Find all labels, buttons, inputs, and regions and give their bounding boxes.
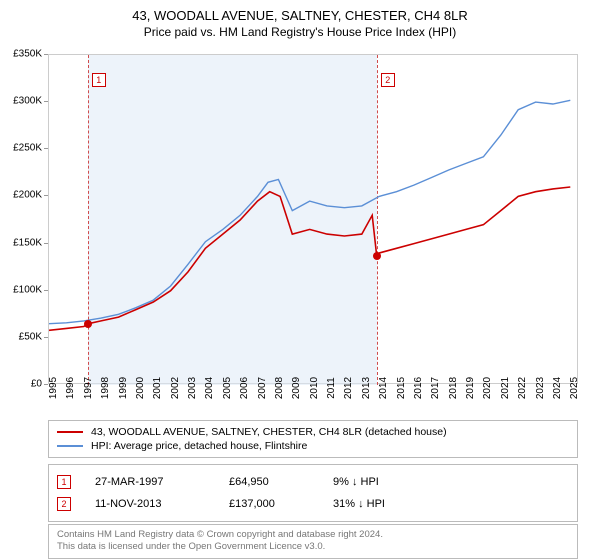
sale-diff: 9% ↓ HPI: [333, 476, 569, 488]
sale-diff: 31% ↓ HPI: [333, 498, 569, 510]
x-axis-label: 2025: [569, 377, 580, 399]
sale-date: 27-MAR-1997: [95, 476, 205, 488]
chart-container: 43, WOODALL AVENUE, SALTNEY, CHESTER, CH…: [0, 0, 600, 560]
legend-swatch: [57, 431, 83, 433]
footnote-line-2: This data is licensed under the Open Gov…: [57, 541, 569, 553]
sales-table: 1 27-MAR-1997 £64,950 9% ↓ HPI 2 11-NOV-2013 £…: [48, 464, 578, 522]
x-axis-label: 1998: [100, 377, 111, 399]
sale-date: 11-NOV-2013: [95, 498, 205, 510]
y-axis-label: £200K: [13, 190, 42, 201]
sale-marker-index: 1: [57, 475, 71, 489]
x-axis-label: 2021: [500, 377, 511, 399]
chart-title: 43, WOODALL AVENUE, SALTNEY, CHESTER, CH…: [0, 0, 600, 23]
x-axis-label: 2015: [396, 377, 407, 399]
sale-row: 2 11-NOV-2013 £137,000 31% ↓ HPI: [57, 493, 569, 515]
x-axis-label: 2003: [187, 377, 198, 399]
x-axis-label: 1997: [83, 377, 94, 399]
y-axis-label: £50K: [19, 331, 42, 342]
footnote: Contains HM Land Registry data © Crown c…: [48, 524, 578, 559]
y-axis-label: £350K: [13, 49, 42, 60]
x-axis-label: 2017: [430, 377, 441, 399]
legend-swatch: [57, 445, 83, 447]
x-axis-label: 2023: [535, 377, 546, 399]
x-axis-label: 2001: [152, 377, 163, 399]
x-axis-label: 1999: [118, 377, 129, 399]
x-axis-label: 2011: [326, 377, 337, 399]
footnote-line-1: Contains HM Land Registry data © Crown c…: [57, 529, 569, 541]
x-axis-label: 2002: [170, 377, 181, 399]
legend-label: HPI: Average price, detached house, Flin…: [91, 440, 307, 452]
legend-item: 43, WOODALL AVENUE, SALTNEY, CHESTER, CH…: [57, 425, 569, 439]
y-axis-label: £250K: [13, 143, 42, 154]
x-axis-label: 2000: [135, 377, 146, 399]
x-axis-label: 2004: [204, 377, 215, 399]
legend-item: HPI: Average price, detached house, Flin…: [57, 439, 569, 453]
sale-price: £64,950: [229, 476, 309, 488]
x-axis-label: 2006: [239, 377, 250, 399]
x-axis-label: 2012: [343, 377, 354, 399]
y-axis-label: £300K: [13, 96, 42, 107]
sale-marker-index: 2: [57, 497, 71, 511]
line-series: [49, 55, 579, 385]
sale-marker-dot: [84, 320, 92, 328]
series-line: [49, 100, 570, 323]
y-axis-label: £100K: [13, 284, 42, 295]
x-axis-label: 2022: [517, 377, 528, 399]
legend-label: 43, WOODALL AVENUE, SALTNEY, CHESTER, CH…: [91, 426, 447, 438]
chart-subtitle: Price paid vs. HM Land Registry's House …: [0, 23, 600, 39]
legend: 43, WOODALL AVENUE, SALTNEY, CHESTER, CH…: [48, 420, 578, 458]
chart-area: 12 £0£50K£100K£150K£200K£250K£300K£350K …: [48, 54, 578, 384]
x-axis-label: 2024: [552, 377, 563, 399]
x-axis-label: 2014: [378, 377, 389, 399]
x-axis-label: 2010: [309, 377, 320, 399]
x-axis-label: 2005: [222, 377, 233, 399]
x-axis-label: 2018: [448, 377, 459, 399]
x-axis-label: 2008: [274, 377, 285, 399]
event-marker: 1: [92, 73, 106, 87]
x-axis-label: 2020: [482, 377, 493, 399]
y-axis-label: £0: [31, 379, 42, 390]
sale-row: 1 27-MAR-1997 £64,950 9% ↓ HPI: [57, 471, 569, 493]
x-axis-label: 2016: [413, 377, 424, 399]
x-axis-label: 2019: [465, 377, 476, 399]
event-marker: 2: [381, 73, 395, 87]
x-axis-label: 2007: [257, 377, 268, 399]
y-axis-label: £150K: [13, 237, 42, 248]
x-axis-label: 1995: [48, 377, 59, 399]
x-axis-label: 2009: [291, 377, 302, 399]
series-line: [49, 187, 570, 330]
x-axis-label: 1996: [65, 377, 76, 399]
sale-marker-dot: [373, 252, 381, 260]
plot-region: 12: [48, 54, 578, 384]
x-axis-label: 2013: [361, 377, 372, 399]
sale-price: £137,000: [229, 498, 309, 510]
